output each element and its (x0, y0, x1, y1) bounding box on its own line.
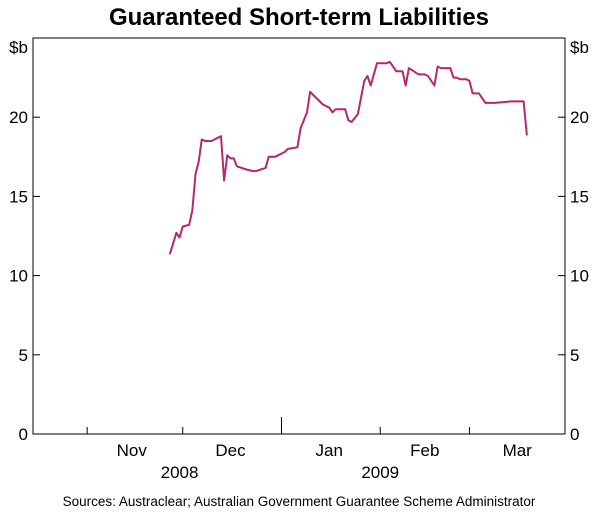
x-tick-label: Mar (503, 441, 533, 460)
y-axis-ticks: 0 0 5 5 10 10 15 15 20 20 (9, 108, 589, 444)
y-tick-label-left: 5 (19, 346, 28, 365)
chart-title: Guaranteed Short-term Liabilities (109, 4, 489, 31)
plot-frame (32, 37, 566, 435)
x-axis-year-labels: 2008 2009 (161, 463, 400, 482)
y-tick-label-left: 15 (9, 187, 28, 206)
y-tick-label-right: 10 (570, 267, 589, 286)
x-tick-label: Feb (410, 441, 439, 460)
x-tick-label: Dec (215, 441, 246, 460)
y-tick-label-right: 20 (570, 108, 589, 127)
x-tick-label: Jan (316, 441, 343, 460)
source-note: Sources: Austraclear; Australian Governm… (63, 494, 536, 509)
y-tick-label-right: 15 (570, 187, 589, 206)
y-axis-unit-left: $b (9, 38, 28, 57)
series-line (169, 60, 528, 255)
series-layer (169, 60, 528, 255)
year-label: 2008 (161, 463, 199, 482)
y-tick-label-left: 20 (9, 108, 28, 127)
y-axis-unit-right: $b (570, 38, 589, 57)
y-tick-label-left: 0 (19, 425, 28, 444)
year-label: 2009 (361, 463, 399, 482)
y-tick-label-right: 0 (570, 425, 579, 444)
y-tick-label-left: 10 (9, 267, 28, 286)
x-axis-ticks (86, 417, 470, 434)
x-axis-month-labels: Nov Dec Jan Feb Mar (117, 441, 533, 460)
x-tick-label: Nov (117, 441, 148, 460)
y-tick-label-right: 5 (570, 346, 579, 365)
